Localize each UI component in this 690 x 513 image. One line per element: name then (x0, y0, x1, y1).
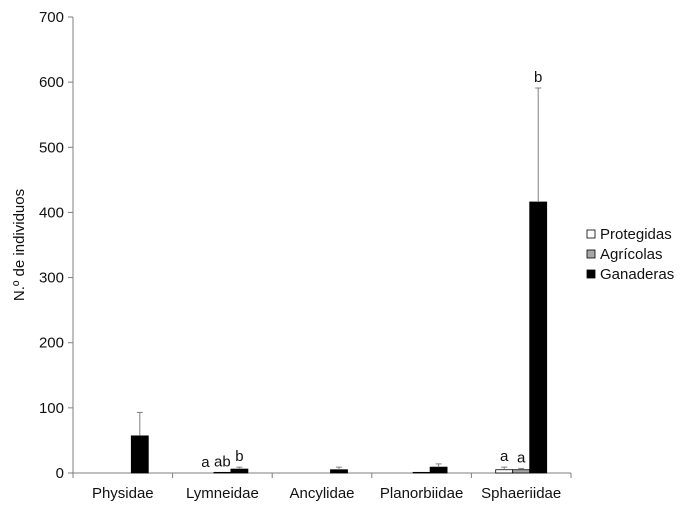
y-axis-label: N.º de individuos (11, 189, 28, 301)
legend: Protegidas Agrícolas Ganaderas (586, 226, 674, 283)
legend-swatch (586, 269, 596, 279)
legend-label: Agrícolas (600, 246, 663, 263)
y-tick-label: 400 (39, 204, 64, 221)
y-tick-label: 600 (39, 74, 64, 91)
x-tick-label: Planorbiidae (380, 485, 463, 502)
y-tick-label: 300 (39, 270, 64, 287)
x-tick-label: Sphaeriidae (481, 485, 561, 502)
x-tick-label: Physidae (92, 485, 154, 502)
bar (429, 466, 448, 474)
x-axis: Physidae Lymneidae Ancylidae Planorbiidae Sp… (72, 472, 572, 502)
x-tick-label: Lymneidae (186, 485, 259, 502)
bar (512, 469, 531, 474)
x-tick-label: Ancylidae (289, 485, 354, 502)
legend-swatch (586, 249, 596, 259)
legend-label: Ganaderas (600, 266, 674, 283)
y-tick-label: 0 (56, 465, 64, 482)
y-axis: 0 100 200 300 400 500 600 700 (39, 9, 74, 482)
plot-area: a aab abb (130, 69, 548, 474)
bar (130, 435, 149, 474)
significance-label: ab (214, 453, 231, 470)
significance-label: a (201, 454, 210, 471)
y-tick-label: 100 (39, 400, 64, 417)
bar (529, 201, 548, 474)
legend-swatch (586, 229, 596, 239)
y-tick-label: 500 (39, 139, 64, 156)
bar (330, 469, 348, 474)
y-tick-label: 700 (39, 9, 64, 26)
bar (230, 468, 249, 474)
significance-label: b (534, 69, 542, 86)
bar (495, 469, 514, 474)
y-tick-label: 200 (39, 335, 64, 352)
bar (412, 471, 431, 474)
significance-label: b (235, 448, 243, 465)
significance-label: a (517, 449, 526, 466)
significance-label: a (500, 448, 509, 465)
legend-label: Protegidas (600, 226, 672, 243)
bar (213, 471, 232, 474)
